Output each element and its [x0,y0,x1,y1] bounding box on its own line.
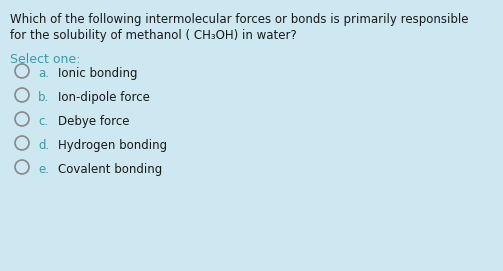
Text: Ion-dipole force: Ion-dipole force [58,91,150,104]
Text: Select one:: Select one: [10,53,80,66]
Text: e.: e. [38,163,49,176]
Text: Ionic bonding: Ionic bonding [58,67,137,80]
Text: Covalent bonding: Covalent bonding [58,163,162,176]
Text: b.: b. [38,91,49,104]
Text: Hydrogen bonding: Hydrogen bonding [58,139,167,152]
Text: c.: c. [38,115,48,128]
Text: for the solubility of methanol ( CH₃OH) in water?: for the solubility of methanol ( CH₃OH) … [10,29,297,42]
Text: d.: d. [38,139,49,152]
Text: a.: a. [38,67,49,80]
Text: Debye force: Debye force [58,115,129,128]
Text: Which of the following intermolecular forces or bonds is primarily responsible: Which of the following intermolecular fo… [10,13,468,26]
